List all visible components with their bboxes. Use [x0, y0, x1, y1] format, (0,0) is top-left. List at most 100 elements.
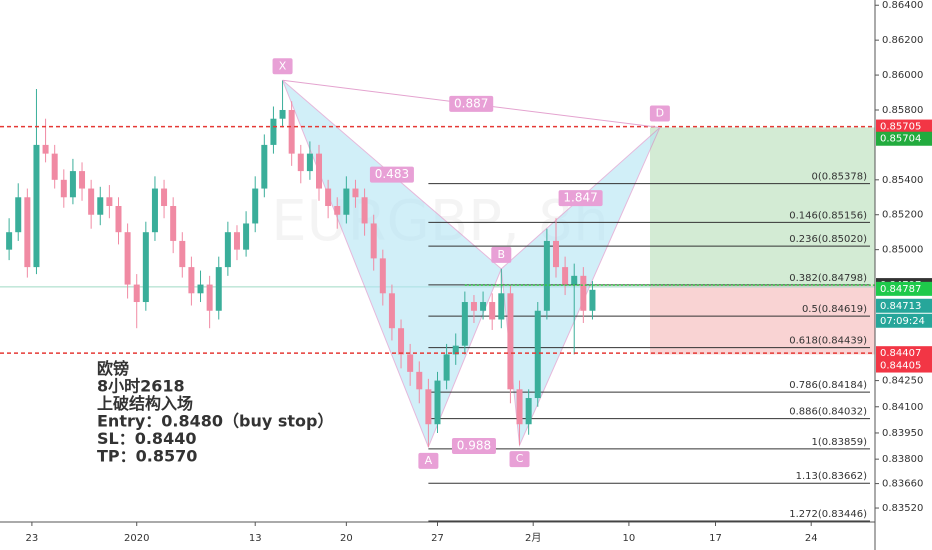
point-box: [418, 452, 439, 469]
ratio-label: 0.483: [375, 167, 409, 181]
x-tick-label: 2月: [525, 532, 541, 544]
price-tag: [876, 298, 932, 313]
y-tick-label: 0.85000: [882, 245, 923, 256]
candle-body: [42, 144, 49, 154]
ratio-label: 0.988: [457, 439, 491, 453]
candle-body: [525, 398, 532, 425]
point-label: A: [425, 454, 433, 467]
price-tag: [876, 281, 932, 296]
candle-body: [88, 188, 95, 215]
x-tick-label: 17: [709, 533, 722, 544]
candle-body: [452, 345, 459, 355]
y-tick-label: 0.86000: [882, 70, 923, 81]
fib-label: 0.786(0.84184): [789, 380, 867, 391]
price-tag: [876, 358, 932, 373]
candle-body: [489, 302, 496, 320]
candle-body: [507, 293, 514, 390]
candle-body: [69, 171, 76, 198]
price-tag-label: 0.84787: [880, 284, 921, 295]
candle-body: [425, 389, 432, 425]
ratio-label: 0.887: [454, 96, 488, 110]
annotation-line: SL：0.8440: [97, 429, 196, 448]
candle-body: [252, 188, 259, 224]
y-tick-label: 0.83950: [882, 428, 923, 439]
price-tag-label: 0.85705: [880, 122, 921, 133]
fib-label: 0(0.85378): [811, 172, 867, 183]
y-tick-label: 0.83660: [882, 479, 923, 490]
candle-body: [434, 380, 441, 425]
point-label: B: [498, 248, 506, 261]
y-tick-label: 0.85200: [882, 210, 923, 221]
candle-body: [179, 240, 186, 268]
countdown-label: 07:09:24: [880, 316, 925, 327]
candle-body: [151, 188, 158, 233]
candle-body: [51, 153, 58, 180]
candle-body: [334, 206, 341, 215]
candle-body: [79, 171, 86, 189]
point-label: X: [279, 59, 287, 72]
stop-zone: [650, 284, 875, 355]
candle-body: [580, 275, 587, 311]
fib-label: 0.886(0.84032): [789, 407, 867, 418]
candle-body: [133, 284, 140, 303]
candle-body: [443, 354, 450, 381]
annotation-line: 上破结构入场: [97, 394, 193, 413]
candle-body: [571, 275, 578, 285]
candle-body: [543, 240, 550, 311]
candle-body: [343, 188, 350, 215]
candle-body: [297, 153, 304, 172]
candle-body: [589, 289, 596, 311]
candle-body: [416, 371, 423, 390]
ratio-box: [449, 95, 494, 112]
fib-label: 0.236(0.85020): [789, 234, 867, 245]
price-tag-label: 0.85704: [880, 134, 921, 145]
x-tick-label: 2020: [124, 533, 149, 544]
x-tick-label: 27: [431, 533, 444, 544]
point-box: [649, 105, 670, 122]
fib-label: 0.382(0.84798): [789, 273, 867, 284]
fib-label: 0.618(0.84439): [789, 336, 867, 347]
price-tag-label: 0.84407: [880, 348, 921, 359]
candle-body: [370, 223, 377, 259]
y-tick-label: 0.84250: [882, 376, 923, 387]
candle-body: [388, 293, 395, 329]
candle-body: [325, 188, 332, 207]
candle-body: [480, 302, 487, 311]
point-box: [509, 451, 530, 468]
fib-label: 1(0.83859): [811, 437, 867, 448]
ratio-box: [369, 166, 414, 183]
x-tick-label: 10: [623, 533, 636, 544]
y-tick-label: 0.84100: [882, 402, 923, 413]
candle-body: [270, 118, 277, 145]
candle-body: [15, 197, 22, 233]
x-tick-label: 13: [249, 533, 262, 544]
candle-body: [6, 232, 13, 250]
y-tick-label: 0.83520: [882, 503, 923, 514]
candle-body: [407, 354, 414, 372]
ratio-label: 1.847: [563, 191, 597, 205]
x-tick-label: 23: [26, 533, 39, 544]
ratio-box: [451, 438, 496, 455]
candle-body: [379, 258, 386, 294]
y-tick-label: 0.85800: [882, 105, 923, 116]
candle-body: [142, 232, 149, 303]
annotation-line: 欧镑: [97, 359, 129, 378]
candle-body: [170, 206, 177, 241]
candle-body: [261, 144, 268, 189]
candle-body: [498, 293, 505, 320]
candle-body: [188, 267, 195, 294]
candle-body: [215, 267, 222, 311]
y-tick-label: 0.86200: [882, 35, 923, 46]
price-tag: [876, 131, 932, 146]
candle-body: [562, 267, 569, 285]
ratio-box: [558, 190, 603, 207]
candle-body: [197, 284, 204, 294]
y-tick-label: 0.85400: [882, 175, 923, 186]
point-box: [491, 246, 512, 263]
candle-body: [361, 197, 368, 224]
candle-body: [288, 109, 295, 154]
candle-body: [306, 153, 313, 172]
target-zone: [650, 127, 875, 285]
countdown-tag: [876, 313, 932, 328]
